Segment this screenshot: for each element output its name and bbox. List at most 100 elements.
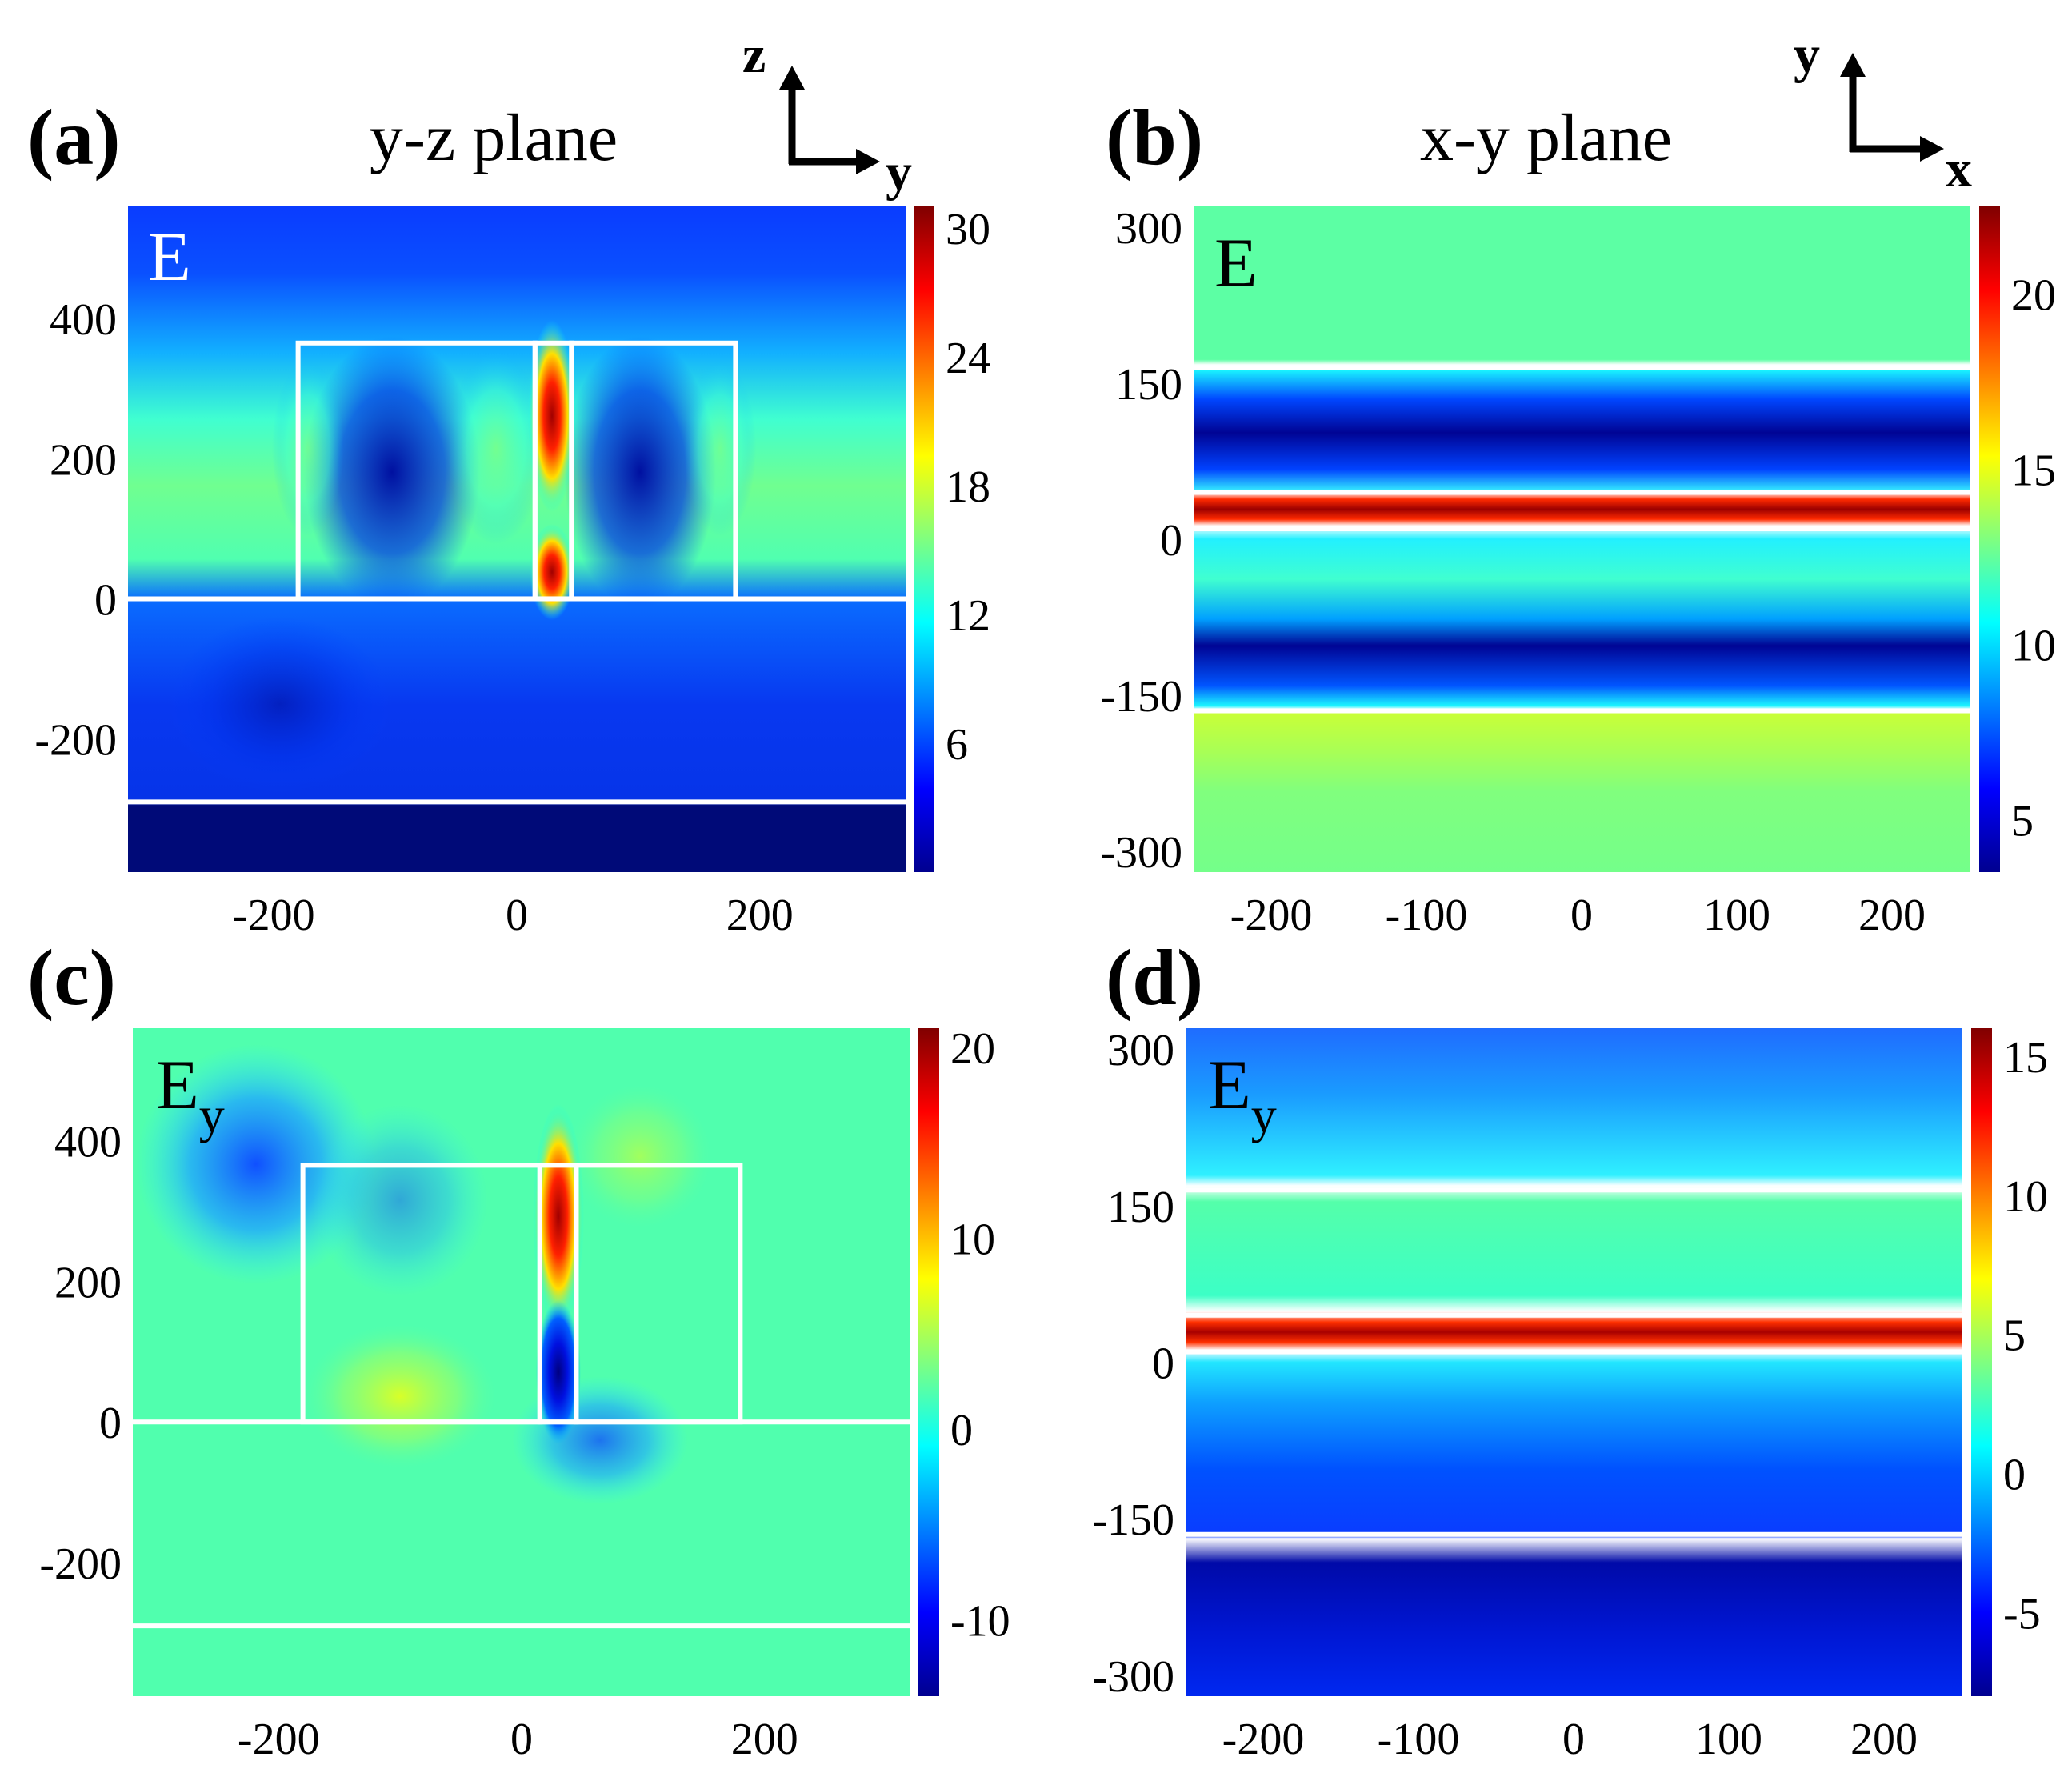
y-tick-label: 0 bbox=[1160, 516, 1182, 566]
colorbar-tick-label: 10 bbox=[2011, 621, 2056, 670]
coord-axes-a: z y bbox=[742, 26, 912, 202]
field-label-a: E bbox=[148, 218, 191, 296]
colorbar-tick-label: 0 bbox=[950, 1406, 973, 1455]
x-tick-label: -200 bbox=[1222, 1715, 1305, 1764]
colorbar-tick-label: 15 bbox=[2003, 1033, 2048, 1083]
x-tick-label: 200 bbox=[1858, 890, 1926, 940]
colorbar-tick-label: 5 bbox=[2011, 796, 2034, 846]
y-ticks-c: -200 0 200 400 bbox=[39, 1118, 122, 1589]
colorbar-d: -5 0 5 10 15 bbox=[1971, 1028, 2048, 1696]
colorbar-tick-label: 15 bbox=[2011, 446, 2056, 495]
x-tick-label: 200 bbox=[731, 1715, 798, 1764]
colorbar-gradient bbox=[1979, 206, 2000, 872]
axis-label-vertical-b: y bbox=[1794, 26, 1820, 84]
y-tick-label: 200 bbox=[54, 1258, 122, 1307]
colorbar-tick-label: 10 bbox=[950, 1215, 995, 1264]
x-tick-label: -200 bbox=[1230, 890, 1313, 940]
colorbar-gradient bbox=[918, 1028, 939, 1696]
structure-outline-a bbox=[128, 340, 906, 805]
y-axis-arrow-head-b bbox=[1840, 53, 1866, 77]
structure-outline-b bbox=[1194, 365, 1970, 714]
x-axis-arrow-head-b bbox=[1920, 136, 1944, 162]
y-tick-label: 0 bbox=[94, 575, 117, 625]
y-tick-label: -300 bbox=[1092, 1652, 1174, 1702]
x-tick-label: 0 bbox=[506, 890, 528, 940]
y-tick-label: 400 bbox=[54, 1118, 122, 1167]
structure-outline-c bbox=[133, 1163, 910, 1629]
heatmap-b bbox=[1194, 206, 1970, 872]
x-tick-label: 100 bbox=[1695, 1715, 1762, 1764]
x-tick-label: 0 bbox=[510, 1715, 533, 1764]
panel-a: -200 0 200 400 -200 0 200 6 12 18 24 30 bbox=[34, 205, 990, 940]
x-ticks-d: -200 -100 0 100 200 bbox=[1222, 1715, 1918, 1764]
colorbar-gradient bbox=[1971, 1028, 1992, 1696]
y-tick-label: 0 bbox=[99, 1399, 122, 1448]
y-ticks-b: -300 -150 0 150 300 bbox=[1100, 204, 1182, 878]
y-tick-label: 150 bbox=[1115, 360, 1182, 410]
axis-label-horizontal-a: y bbox=[886, 143, 912, 202]
y-axis-arrow-head bbox=[856, 149, 880, 174]
colorbar-tick-label: -10 bbox=[950, 1597, 1010, 1647]
x-tick-label: 200 bbox=[726, 890, 794, 940]
panel-title-a: y-z plane bbox=[370, 101, 618, 175]
x-tick-label: 0 bbox=[1570, 890, 1593, 940]
y-tick-label: -300 bbox=[1100, 828, 1182, 878]
panel-c: -200 0 200 400 -200 0 200 -10 0 10 20 bbox=[39, 1024, 1010, 1764]
y-tick-label: -200 bbox=[34, 716, 117, 766]
structure-outline-d bbox=[1186, 1187, 1962, 1537]
x-ticks-a: -200 0 200 bbox=[233, 890, 794, 940]
heatmap-c bbox=[133, 1028, 910, 1696]
panel-label-d: (d) bbox=[1106, 933, 1203, 1022]
axis-label-vertical-a: z bbox=[742, 26, 766, 84]
panel-label-c: (c) bbox=[27, 933, 116, 1022]
panel-b: -300 -150 0 150 300 -200 -100 0 100 200 5 10 15 20 bbox=[1100, 204, 2056, 940]
panel-d: -300 -150 0 150 300 -200 -100 0 100 200 -5 0 5 10 15 bbox=[1092, 1026, 2048, 1764]
panel-title-b: x-y plane bbox=[1420, 101, 1672, 175]
y-tick-label: -150 bbox=[1092, 1495, 1174, 1545]
y-tick-label: 150 bbox=[1107, 1183, 1174, 1232]
y-tick-label: 300 bbox=[1115, 204, 1182, 254]
field-label-c: Ey bbox=[156, 1047, 225, 1143]
colorbar-b: 5 10 15 20 bbox=[1979, 206, 2056, 872]
structure-rect bbox=[532, 340, 574, 602]
x-tick-label: -200 bbox=[233, 890, 315, 940]
heatmap-a bbox=[128, 206, 906, 872]
y-tick-label: -150 bbox=[1100, 672, 1182, 722]
y-tick-label: 200 bbox=[50, 435, 117, 485]
colorbar-tick-label: 20 bbox=[950, 1024, 995, 1074]
colorbar-c: -10 0 10 20 bbox=[918, 1024, 1010, 1696]
colorbar-tick-label: 18 bbox=[946, 462, 990, 512]
x-tick-label: 100 bbox=[1703, 890, 1770, 940]
colorbar-tick-label: 30 bbox=[946, 205, 990, 254]
heatmap-d bbox=[1186, 1028, 1962, 1696]
y-tick-label: 0 bbox=[1152, 1339, 1174, 1389]
colorbar-tick-label: 0 bbox=[2003, 1451, 2026, 1500]
y-ticks-d: -300 -150 0 150 300 bbox=[1092, 1026, 1174, 1702]
x-tick-label: -100 bbox=[1378, 1715, 1460, 1764]
colorbar-gradient bbox=[914, 206, 934, 872]
axis-label-horizontal-b: x bbox=[1946, 140, 1972, 198]
x-tick-label: 200 bbox=[1850, 1715, 1918, 1764]
colorbar-tick-label: 20 bbox=[2011, 270, 2056, 320]
x-tick-label: -100 bbox=[1386, 890, 1468, 940]
colorbar-tick-label: 10 bbox=[2003, 1172, 2048, 1222]
colorbar-tick-label: 12 bbox=[946, 591, 990, 641]
colorbar-a: 6 12 18 24 30 bbox=[914, 205, 990, 872]
structure-rect bbox=[537, 1163, 579, 1425]
panel-label-a: (a) bbox=[27, 93, 121, 182]
y-tick-label: -200 bbox=[39, 1539, 122, 1589]
x-tick-label: 0 bbox=[1562, 1715, 1585, 1764]
y-tick-label: 300 bbox=[1107, 1026, 1174, 1075]
y-tick-label: 400 bbox=[50, 295, 117, 345]
colorbar-tick-label: -5 bbox=[2003, 1590, 2041, 1639]
field-label-b: E bbox=[1214, 225, 1258, 302]
field-label-d: Ey bbox=[1208, 1047, 1277, 1143]
colorbar-tick-label: 5 bbox=[2003, 1311, 2026, 1361]
x-ticks-b: -200 -100 0 100 200 bbox=[1230, 890, 1926, 940]
x-ticks-c: -200 0 200 bbox=[238, 1715, 798, 1764]
z-axis-arrow-head bbox=[779, 66, 805, 90]
x-tick-label: -200 bbox=[238, 1715, 320, 1764]
coord-axes-b: y x bbox=[1794, 26, 1972, 198]
panel-label-b: (b) bbox=[1106, 93, 1203, 182]
